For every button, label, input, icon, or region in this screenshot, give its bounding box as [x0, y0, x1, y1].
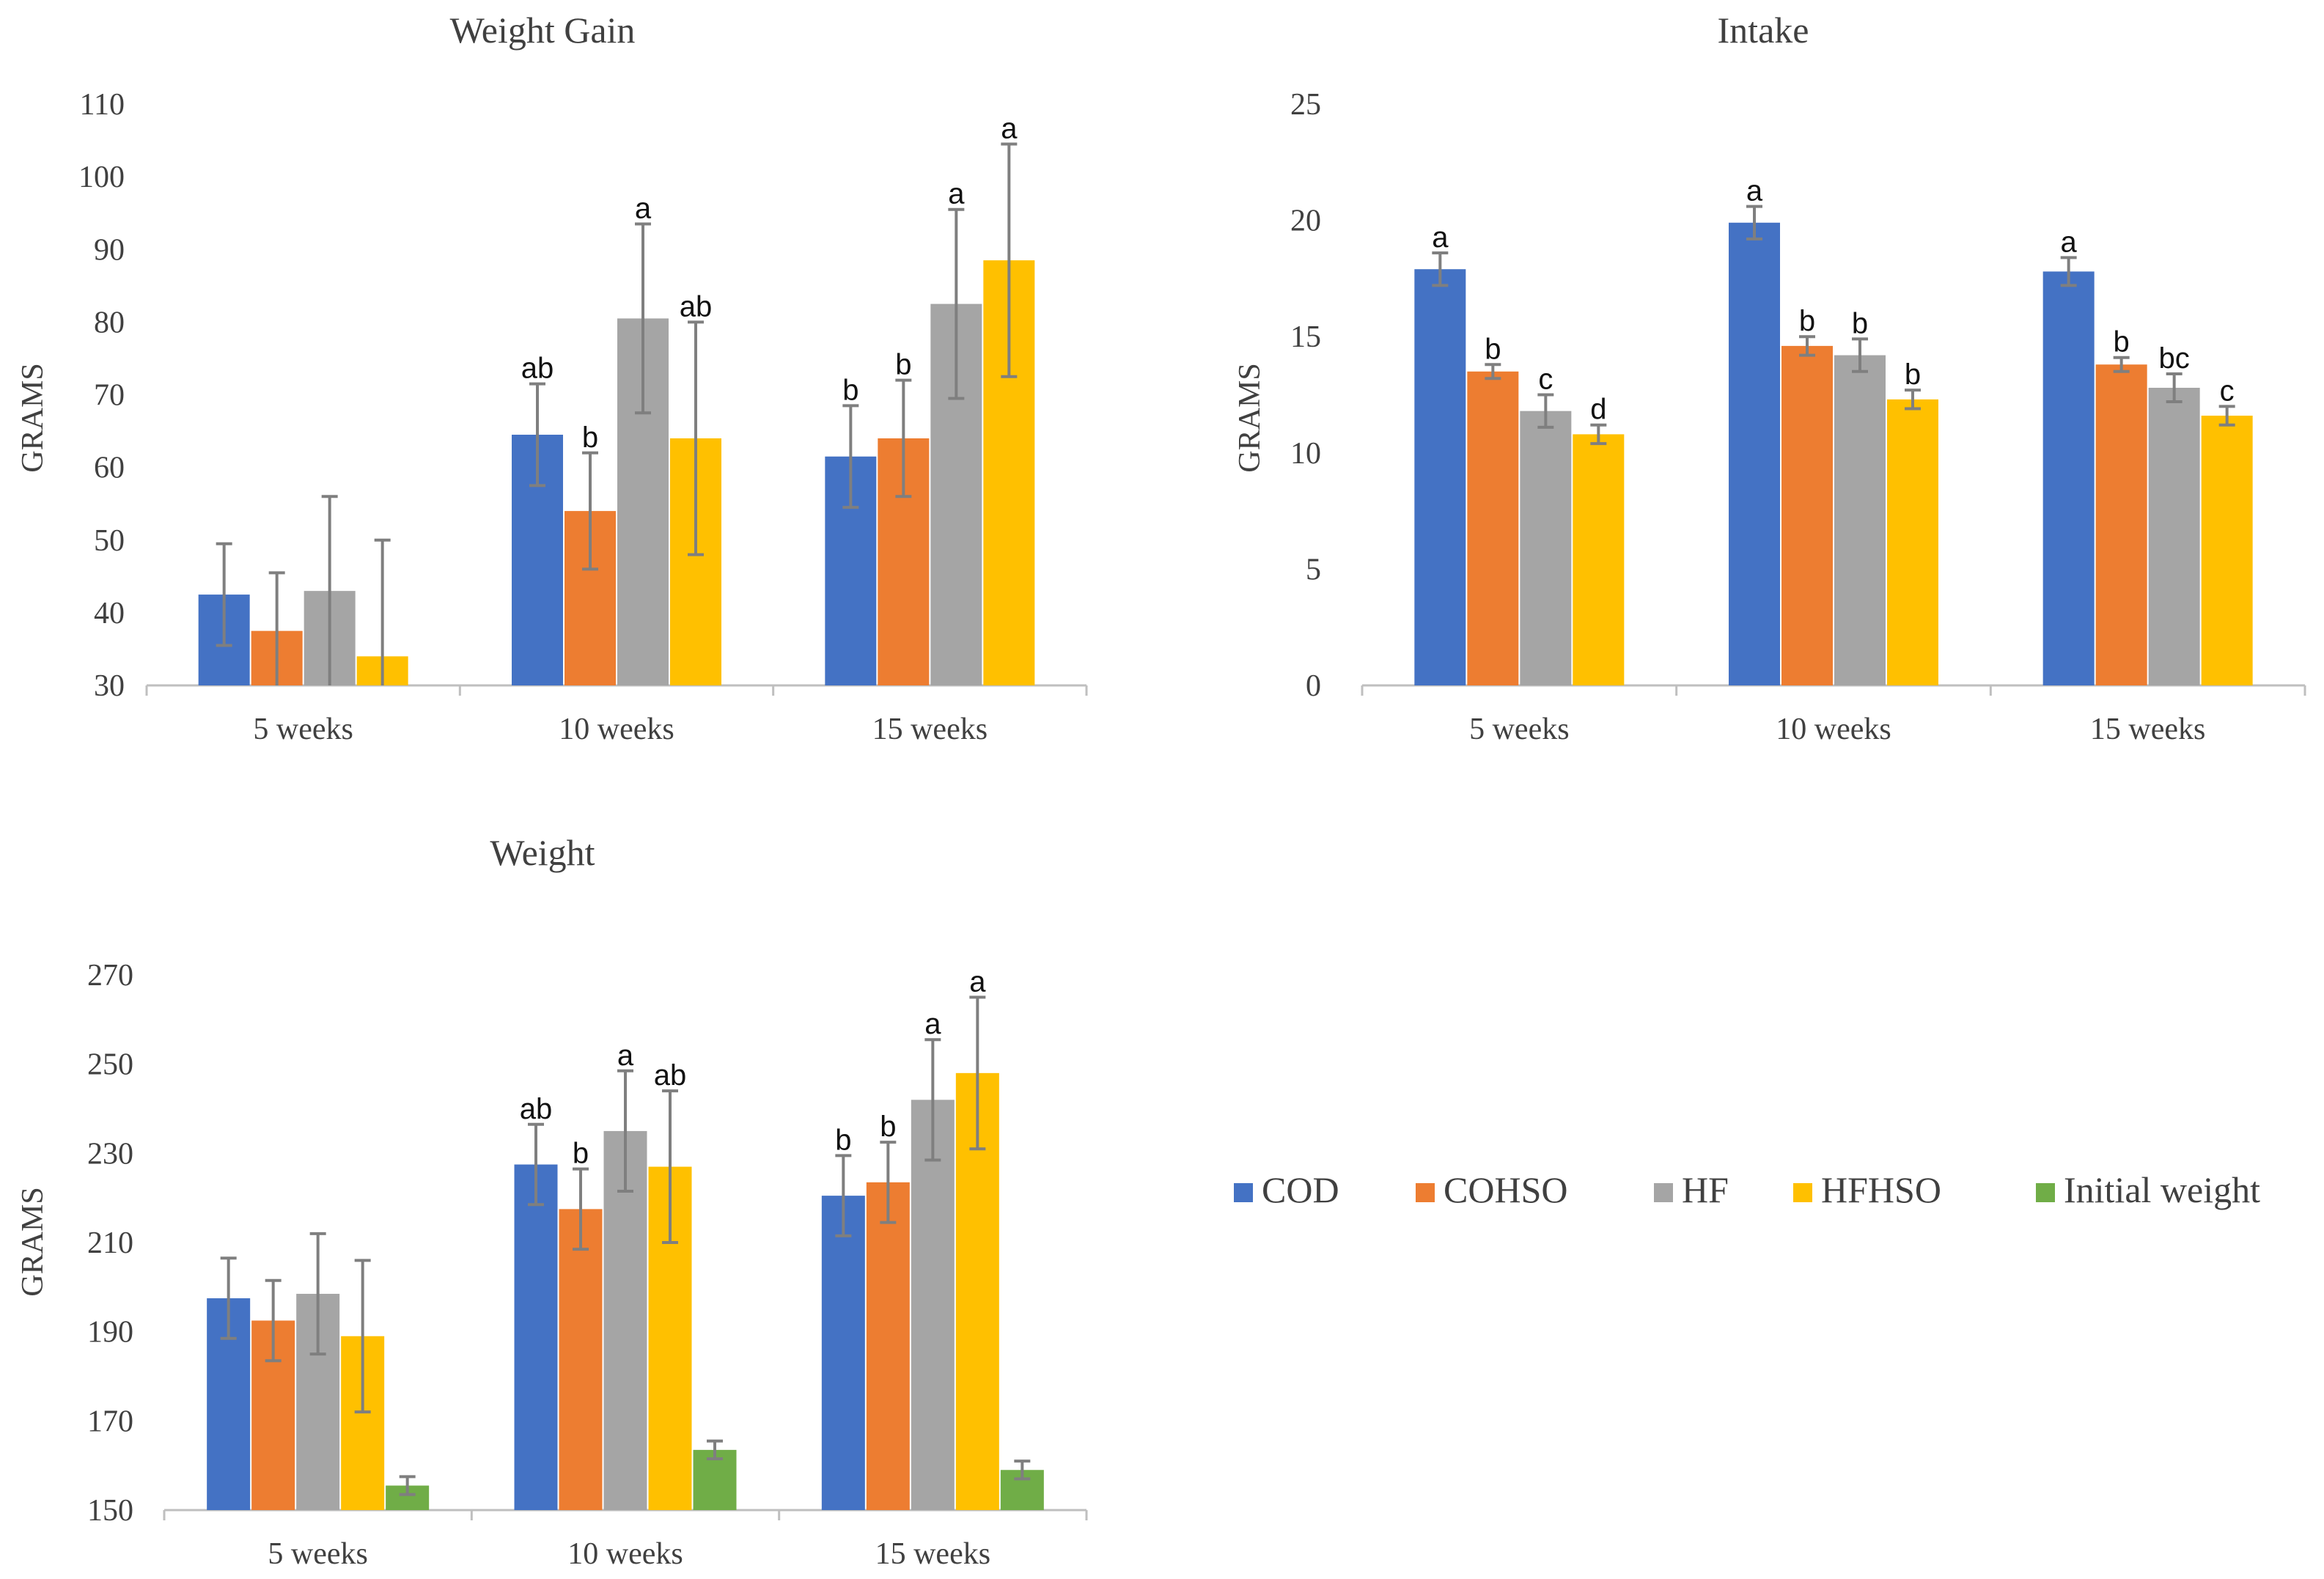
weight-significance-label: a [617, 1039, 634, 1072]
intake-y-tick-label: 25 [1290, 88, 1321, 122]
weight-bar [866, 1182, 910, 1510]
intake-significance-label: a [1746, 175, 1763, 207]
intake-significance-label: bc [2159, 342, 2190, 375]
weight-bar [603, 1130, 647, 1510]
weight-bar [514, 1164, 558, 1510]
weight-y-tick-label: 270 [87, 959, 133, 993]
intake-bar [2095, 364, 2147, 685]
legend-label: HF [1682, 1169, 1729, 1210]
intake-bar [1834, 355, 1886, 685]
weight-bar [559, 1209, 603, 1510]
intake-significance-label: b [1905, 358, 1921, 391]
weight-gain-y-axis-label: GRAMS [16, 363, 50, 472]
intake-significance-label: d [1590, 394, 1606, 426]
intake-y-tick-label: 15 [1290, 320, 1321, 354]
weight-gain-y-tick-label: 70 [94, 379, 125, 413]
weight-y-tick-label: 250 [87, 1048, 133, 1082]
intake-significance-label: b [1485, 333, 1501, 365]
intake-bar [1467, 371, 1519, 685]
intake-bar [2201, 416, 2253, 685]
weight-gain-x-tick-label: 10 weeks [559, 713, 674, 746]
weight-gain-significance-label: ab [521, 353, 554, 385]
legend: COD COHSO HF HFHSO Initial weight [1234, 1169, 2260, 1210]
weight-gain-significance-label: a [635, 193, 652, 225]
weight-gain-significance-label: b [842, 374, 858, 406]
intake-x-tick-label: 15 weeks [2090, 713, 2205, 746]
legend-label: COD [1262, 1169, 1339, 1210]
weight-y-axis-label: GRAMS [16, 1187, 50, 1296]
weight-y-tick-label: 230 [87, 1137, 133, 1171]
intake-y-tick-label: 5 [1306, 553, 1321, 586]
weight-significance-label: b [573, 1138, 589, 1170]
weight-gain-y-tick-label: 50 [94, 524, 125, 558]
weight-x-tick-label: 15 weeks [875, 1537, 990, 1571]
weight-y-tick-label: 190 [87, 1316, 133, 1350]
weight-gain-significance-label: b [895, 349, 911, 381]
weight-chart: Weight GRAMS 150 170 190 210 230 250 270 5 weeks 1… [16, 832, 1088, 1571]
intake-bar [1729, 222, 1780, 686]
intake-x-tick-label: 5 weeks [1469, 713, 1569, 746]
legend-swatch [2036, 1183, 2055, 1202]
intake-significance-label: b [1852, 307, 1868, 339]
weight-significance-label: ab [654, 1059, 687, 1092]
intake-y-tick-label: 0 [1306, 669, 1321, 703]
intake-bar [1781, 345, 1833, 685]
weight-gain-y-tick-label: 40 [94, 597, 125, 630]
intake-bar [1573, 434, 1625, 685]
legend-label: HFHSO [1821, 1169, 1941, 1210]
weight-gain-y-tick-label: 110 [80, 88, 125, 122]
weight-gain-x-tick-label: 5 weeks [253, 713, 353, 746]
weight-gain-significance-label: b [582, 422, 598, 454]
weight-gain-title: Weight Gain [450, 10, 636, 51]
weight-significance-label: b [835, 1124, 851, 1156]
intake-significance-label: b [2114, 326, 2130, 358]
intake-y-tick-label: 10 [1290, 437, 1321, 471]
weight-gain-significance-label: a [1001, 113, 1018, 145]
intake-bar [1887, 399, 1938, 685]
intake-y-axis-label: GRAMS [1233, 363, 1267, 472]
weight-bar [821, 1196, 865, 1510]
weight-gain-x-tick-label: 15 weeks [872, 713, 988, 746]
legend-swatch [1654, 1183, 1673, 1202]
weight-gain-y-tick-label: 60 [94, 452, 125, 485]
intake-significance-label: c [2220, 375, 2235, 407]
intake-bar [1414, 269, 1466, 685]
weight-gain-significance-label: ab [680, 290, 713, 323]
legend-swatch [1793, 1183, 1812, 1202]
weight-y-tick-label: 150 [87, 1494, 133, 1528]
weight-bar [911, 1100, 955, 1510]
weight-y-tick-label: 210 [87, 1226, 133, 1260]
legend-label: COHSO [1444, 1169, 1567, 1210]
weight-significance-label: a [924, 1008, 941, 1040]
weight-significance-label: ab [520, 1093, 553, 1125]
intake-significance-label: a [2061, 226, 2078, 258]
weight-gain-y-tick-label: 90 [94, 233, 125, 267]
weight-title: Weight [490, 832, 595, 873]
weight-x-tick-label: 5 weeks [268, 1537, 367, 1571]
intake-significance-label: c [1538, 364, 1553, 396]
intake-bar [2148, 387, 2200, 685]
weight-gain-y-tick-label: 80 [94, 306, 125, 339]
weight-y-tick-label: 170 [87, 1405, 133, 1438]
intake-x-tick-label: 10 weeks [1776, 713, 1891, 746]
intake-y-tick-label: 20 [1290, 205, 1321, 238]
intake-significance-label: b [1799, 305, 1815, 337]
weight-gain-chart: Weight Gain GRAMS 30 40 50 60 70 80 90 100 110 5 we… [16, 10, 1088, 746]
intake-title: Intake [1718, 10, 1809, 51]
weight-significance-label: a [969, 965, 986, 998]
legend-label: Initial weight [2064, 1169, 2260, 1210]
intake-significance-label: a [1432, 221, 1449, 254]
intake-chart: Intake GRAMS 0 5 10 15 20 25 5 weeks 10 weeks 15 w… [1233, 10, 2306, 746]
weight-x-tick-label: 10 weeks [567, 1537, 683, 1571]
weight-gain-y-tick-label: 100 [78, 161, 125, 194]
weight-significance-label: b [880, 1111, 896, 1143]
legend-swatch [1234, 1183, 1253, 1202]
legend-swatch [1416, 1183, 1435, 1202]
intake-bar [1520, 411, 1572, 685]
weight-gain-y-tick-label: 30 [94, 669, 125, 703]
intake-bar [2042, 271, 2095, 685]
weight-gain-significance-label: a [948, 178, 965, 210]
